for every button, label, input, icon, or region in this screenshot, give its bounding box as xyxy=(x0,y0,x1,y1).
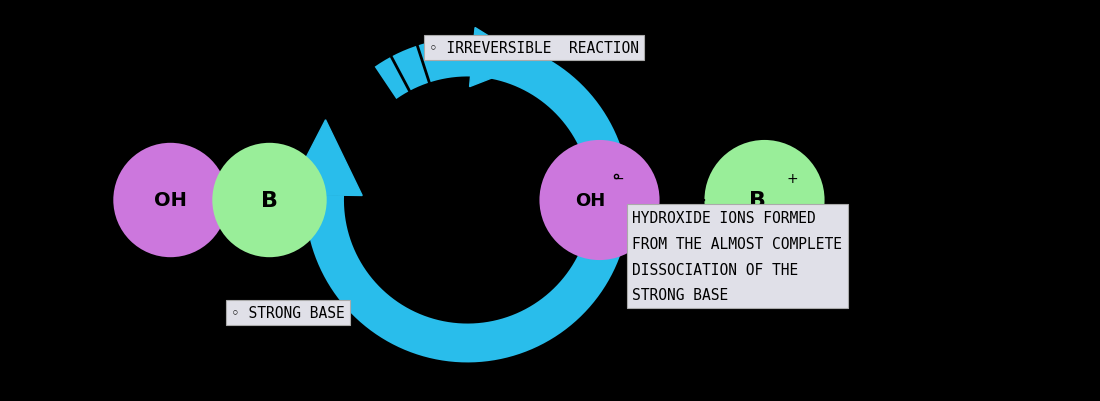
Text: B: B xyxy=(261,190,278,211)
Text: HYDROXIDE IONS FORMED
FROM THE ALMOST COMPLETE
DISSOCIATION OF THE
STRONG BASE: HYDROXIDE IONS FORMED FROM THE ALMOST CO… xyxy=(632,211,843,303)
Text: ◦ IRREVERSIBLE  REACTION: ◦ IRREVERSIBLE REACTION xyxy=(429,41,639,56)
Text: B: B xyxy=(749,190,767,211)
Polygon shape xyxy=(287,120,362,196)
Text: +: + xyxy=(786,172,798,185)
Text: ◦ STRONG BASE: ◦ STRONG BASE xyxy=(231,305,344,320)
Text: −: − xyxy=(613,172,624,185)
Ellipse shape xyxy=(704,141,825,260)
Ellipse shape xyxy=(539,141,660,260)
Ellipse shape xyxy=(212,144,327,257)
Text: OH: OH xyxy=(575,192,606,209)
Text: +: + xyxy=(691,192,706,209)
Text: OH: OH xyxy=(154,191,187,210)
Polygon shape xyxy=(470,28,531,87)
Ellipse shape xyxy=(113,144,228,257)
